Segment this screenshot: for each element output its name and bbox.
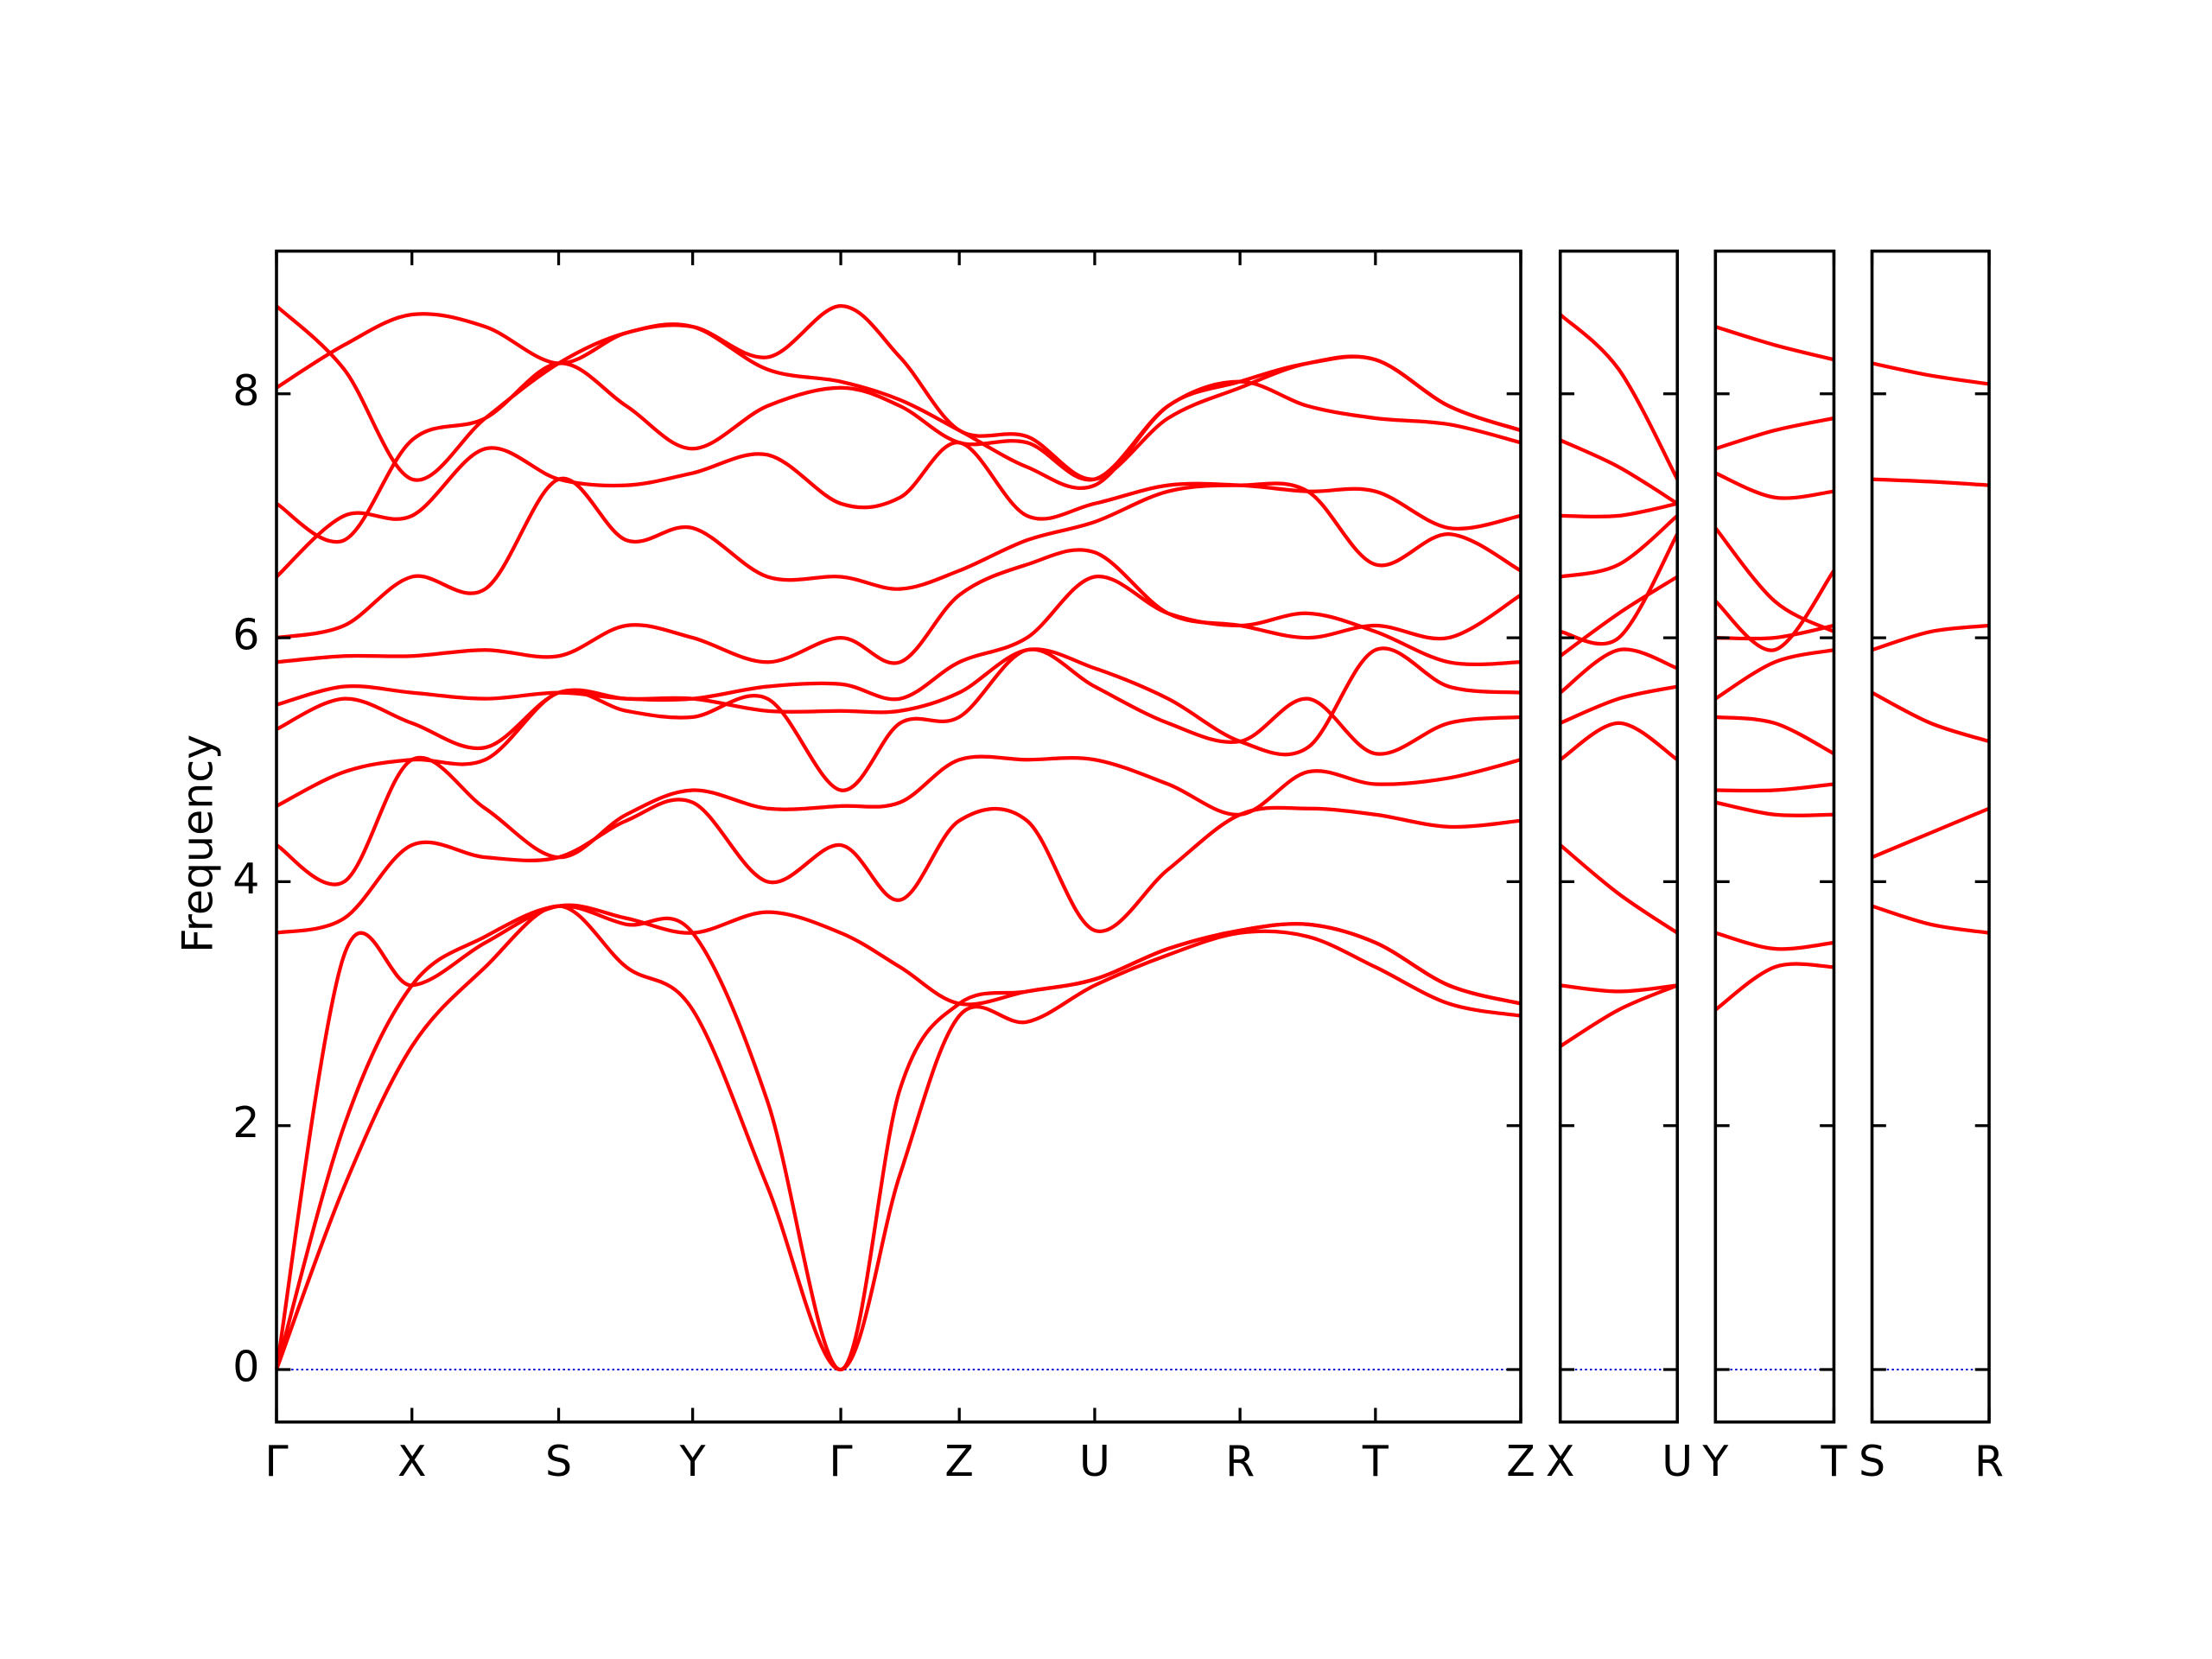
y-tick-label: 6	[232, 611, 259, 660]
band-line	[275, 904, 1522, 1372]
x-tick-label: Γ	[829, 1437, 853, 1486]
band-line	[1559, 684, 1678, 725]
axes-frame	[1870, 249, 1991, 1424]
y-axis-label: Frequency	[173, 734, 222, 953]
x-tick-label: R	[1974, 1437, 2004, 1486]
band-line	[1559, 313, 1680, 480]
band-line	[1559, 575, 1679, 658]
band-line	[276, 646, 1522, 757]
band-line	[1871, 806, 1990, 860]
x-tick-label: S	[1859, 1437, 1885, 1486]
band-line	[1559, 983, 1679, 1048]
x-tick-label: T	[1820, 1437, 1847, 1486]
x-tick-label: T	[1362, 1437, 1389, 1486]
band-line	[1713, 526, 1835, 633]
band-line	[1559, 721, 1679, 762]
band-line	[275, 754, 1522, 887]
band-line	[1714, 931, 1834, 951]
band-line	[1714, 962, 1834, 1012]
x-tick-label: X	[1546, 1437, 1575, 1486]
band-line	[275, 361, 1522, 544]
x-tick-label: Y	[1701, 1437, 1728, 1486]
band-line	[1559, 438, 1679, 505]
band-line	[1560, 514, 1679, 579]
band-line	[1714, 471, 1834, 500]
x-tick-label: Y	[679, 1437, 706, 1486]
x-tick-label: S	[545, 1437, 572, 1486]
band-line	[1715, 715, 1835, 756]
band-line	[1715, 782, 1834, 793]
y-tick-label: 0	[232, 1343, 259, 1392]
band-line	[276, 476, 1522, 640]
band-line	[1559, 843, 1679, 935]
x-tick-label: Z	[1506, 1437, 1535, 1486]
band-line	[276, 647, 1522, 808]
y-tick-label: 4	[232, 855, 259, 904]
band-line	[1872, 477, 1990, 487]
x-tick-label: Γ	[264, 1437, 289, 1486]
y-tick-label: 2	[232, 1098, 259, 1147]
band-line	[274, 903, 1522, 1370]
band-line	[1560, 501, 1678, 519]
band-line	[1560, 533, 1680, 646]
x-tick-label: R	[1225, 1437, 1255, 1486]
axes-frame	[1713, 249, 1836, 1424]
x-tick-label: Z	[944, 1437, 974, 1486]
x-tick-label: X	[397, 1437, 427, 1486]
band-line	[1871, 623, 1990, 652]
band-line	[276, 548, 1522, 665]
band-line	[1871, 690, 1990, 744]
band-line	[1713, 569, 1836, 652]
band-line	[1714, 416, 1834, 451]
band-line	[275, 441, 1522, 579]
axes-frame	[275, 249, 1522, 1424]
band-line	[1714, 648, 1834, 701]
y-tick-label: 8	[232, 366, 259, 416]
band-line	[1872, 361, 1990, 386]
band-line	[1871, 904, 1990, 935]
x-tick-label: U	[1662, 1437, 1693, 1486]
band-line	[276, 575, 1522, 707]
band-line	[1559, 647, 1678, 695]
band-line	[1560, 983, 1678, 994]
band-line	[275, 304, 1522, 482]
band-line	[1714, 800, 1834, 817]
axes-frame	[1558, 249, 1680, 1424]
x-tick-label: U	[1079, 1437, 1110, 1486]
band-line	[1714, 325, 1834, 362]
band-line	[276, 798, 1522, 935]
